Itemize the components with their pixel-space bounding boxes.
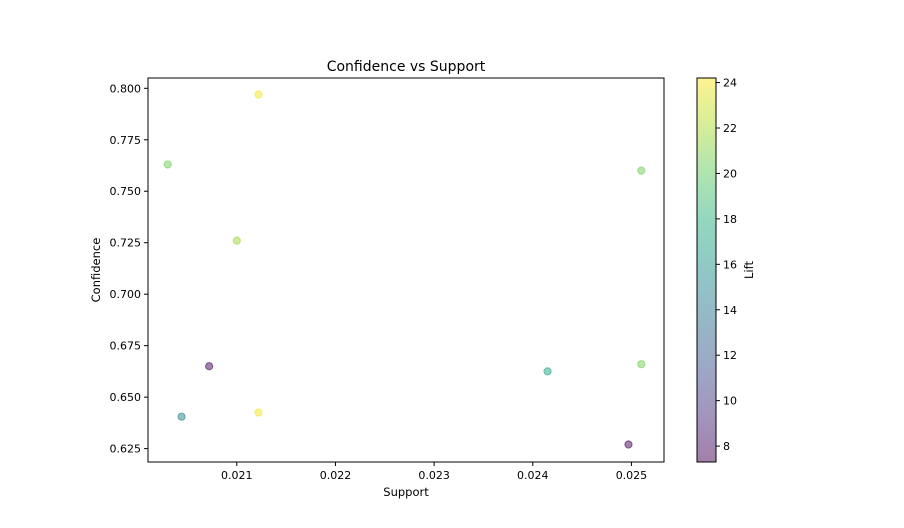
scatter-point <box>205 362 214 371</box>
colorbar-tick-label: 8 <box>723 440 730 453</box>
x-tick-label: 0.021 <box>221 469 253 482</box>
plot-area <box>147 77 665 463</box>
colorbar <box>697 78 716 462</box>
colorbar-tick-label: 10 <box>723 395 737 408</box>
points-layer <box>163 90 646 449</box>
x-tick-label: 0.025 <box>616 469 648 482</box>
colorbar-label: Lift <box>742 261 756 279</box>
scatter-point <box>232 236 241 245</box>
x-axis-label: Support <box>383 485 429 499</box>
colorbar-tick-label: 12 <box>723 349 737 362</box>
scatter-point <box>637 360 646 369</box>
x-tick-label: 0.024 <box>517 469 549 482</box>
colorbar-tick-label: 14 <box>723 304 737 317</box>
scatter-point <box>177 412 186 421</box>
scatter-point <box>543 367 552 376</box>
x-tick-label: 0.023 <box>418 469 450 482</box>
y-tick-label: 0.675 <box>110 340 142 353</box>
colorbar-tick-label: 22 <box>723 122 737 135</box>
y-tick-label: 0.650 <box>110 391 142 404</box>
chart-title: Confidence vs Support <box>327 59 486 75</box>
y-tick-label: 0.775 <box>110 134 142 147</box>
y-axis-ticks: 0.625 0.650 0.675 0.700 0.725 0.750 0.775 0.800 <box>110 82 148 456</box>
x-tick-label: 0.022 <box>320 469 352 482</box>
y-tick-label: 0.800 <box>110 82 142 95</box>
y-tick-label: 0.750 <box>110 185 142 198</box>
x-axis-ticks: 0.021 0.022 0.023 0.024 0.025 <box>221 462 647 482</box>
colorbar-tick-label: 16 <box>723 258 737 271</box>
y-axis-label: Confidence <box>89 238 103 303</box>
colorbar-tick-label: 18 <box>723 213 737 226</box>
y-tick-label: 0.625 <box>110 443 142 456</box>
scatter-point <box>254 90 263 99</box>
scatter-point <box>254 408 263 417</box>
colorbar-tick-label: 20 <box>723 167 737 180</box>
colorbar-frame <box>696 77 717 463</box>
scatter-point <box>163 160 172 169</box>
colorbar-tick-label: 24 <box>723 77 737 90</box>
colorbar-ticks: 8 10 12 14 16 18 20 22 24 <box>716 77 737 453</box>
scatter-point <box>637 166 646 175</box>
y-tick-label: 0.700 <box>110 288 142 301</box>
scatter-point <box>624 440 633 449</box>
y-tick-label: 0.725 <box>110 237 142 250</box>
